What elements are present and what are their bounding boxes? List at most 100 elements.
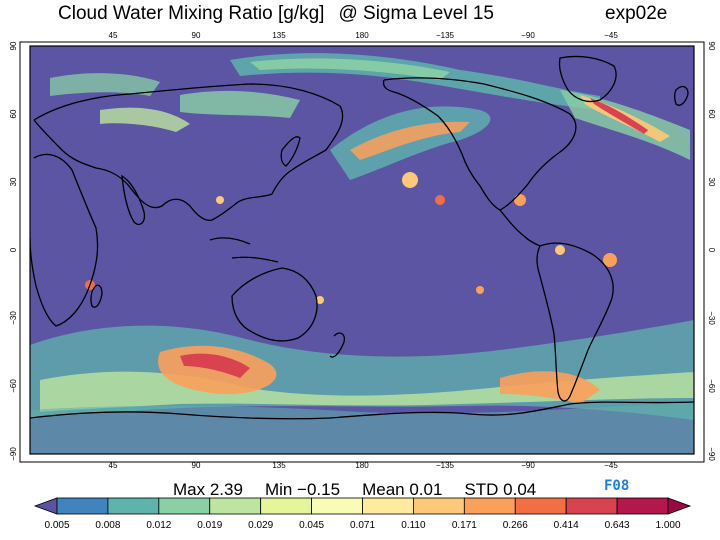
coastlines bbox=[30, 55, 694, 420]
south-pacific-max bbox=[180, 353, 250, 378]
lon-tick-label: 90 bbox=[192, 31, 201, 40]
lon-tick-label: 180 bbox=[355, 31, 369, 40]
colorbar-box bbox=[107, 497, 160, 515]
stat-mean: Mean 0.01 bbox=[362, 480, 443, 499]
colorbar-box bbox=[616, 497, 669, 515]
colorbar-label: 0.012 bbox=[146, 520, 171, 531]
cloud-fields bbox=[30, 53, 694, 454]
arctic-cloud-core bbox=[250, 58, 450, 80]
tropical-cloud bbox=[555, 245, 565, 255]
new-zealand-coast bbox=[329, 332, 346, 358]
title-text: Cloud Water Mixing Ratio [g/kg] bbox=[58, 3, 325, 24]
colorbar-label: 0.110 bbox=[401, 520, 426, 531]
colorbar-box bbox=[362, 497, 414, 515]
indonesia-coast bbox=[209, 237, 279, 263]
colorbar-label: 0.414 bbox=[554, 520, 579, 531]
colorbar-box bbox=[311, 497, 363, 515]
antarctica-coast bbox=[30, 401, 694, 420]
colorbar-label: 0.045 bbox=[299, 520, 324, 531]
lon-labels-bottom: 45 90 135 180 −135 −90 −45 bbox=[109, 461, 619, 470]
colorbar-box bbox=[209, 497, 262, 515]
map-title: Cloud Water Mixing Ratio [g/kg] @ Sigma L… bbox=[58, 3, 494, 25]
lon-tick-label: −135 bbox=[436, 461, 455, 470]
lon-tick-label: 90 bbox=[192, 461, 201, 470]
siberia-cloud-patch bbox=[100, 107, 190, 132]
africa-coast bbox=[30, 153, 99, 327]
north-america-coast bbox=[382, 77, 577, 211]
experiment-label: exp02e bbox=[605, 3, 668, 24]
central-america-coast bbox=[499, 209, 541, 247]
lon-tick-label: −45 bbox=[604, 461, 618, 470]
india-coast bbox=[121, 174, 146, 226]
colorbar-over-triangle bbox=[667, 497, 692, 515]
colorbar-box bbox=[463, 497, 516, 515]
colorbar-boxes bbox=[33, 497, 692, 515]
colorbar-label: 0.071 bbox=[350, 520, 375, 531]
lat-tick-label: 60 bbox=[707, 110, 716, 119]
colorbar-box bbox=[565, 497, 618, 515]
lat-tick-label: 30 bbox=[9, 177, 18, 186]
south-america-coast bbox=[536, 242, 614, 402]
colorbar-box bbox=[260, 497, 312, 515]
lat-labels-right: 90 60 30 0 −30 −60 −90 bbox=[707, 42, 716, 462]
lat-tick-label: 30 bbox=[707, 178, 716, 187]
lat-tick-label: −30 bbox=[9, 311, 18, 325]
map-panel: 45 90 135 180 −135 −90 −45 45 90 135 180… bbox=[9, 31, 716, 470]
south-atlantic-core bbox=[500, 371, 600, 404]
colorbar-box bbox=[158, 497, 211, 515]
lat-tick-label: 0 bbox=[707, 248, 716, 253]
australia-coast bbox=[231, 267, 318, 342]
colorbar-labels: 0.005 0.008 0.012 0.019 0.029 0.045 0.071 0.110… bbox=[44, 520, 680, 531]
lon-tick-label: −135 bbox=[436, 31, 455, 40]
greenland-coast bbox=[558, 55, 617, 103]
stat-std: STD 0.04 bbox=[464, 480, 537, 499]
map-frame-inner bbox=[29, 45, 695, 455]
lon-labels-top: 45 90 135 180 −135 −90 −45 bbox=[109, 31, 619, 40]
uk-coast bbox=[673, 85, 689, 106]
lon-tick-label: −90 bbox=[521, 31, 535, 40]
colorbar-label: 0.643 bbox=[605, 520, 630, 531]
lat-tick-label: −30 bbox=[707, 311, 716, 325]
lat-tick-label: −60 bbox=[9, 379, 18, 393]
tropical-cloud bbox=[316, 296, 324, 304]
colorbar-label: 0.029 bbox=[248, 520, 273, 531]
tropical-cloud bbox=[216, 196, 224, 204]
colorbar-label: 0.005 bbox=[44, 520, 69, 531]
colorbar: 0.005 0.008 0.012 0.019 0.029 0.045 0.071 0.110… bbox=[33, 497, 692, 531]
lat-tick-label: −90 bbox=[9, 447, 18, 461]
japan-coast bbox=[280, 136, 301, 167]
tropical-cloud bbox=[603, 253, 617, 267]
sigma-level: @ Sigma Level 15 bbox=[338, 3, 495, 24]
colorbar-box bbox=[413, 497, 465, 515]
field-statistics: Max 2.39 Min −0.15 Mean 0.01 STD 0.04 bbox=[173, 480, 536, 500]
lat-tick-label: −90 bbox=[707, 447, 716, 461]
lon-tick-label: 45 bbox=[109, 461, 118, 470]
colorbar-label: 0.171 bbox=[452, 520, 477, 531]
eurasia-coast bbox=[33, 83, 344, 221]
lon-tick-label: 180 bbox=[355, 461, 369, 470]
lat-tick-label: 90 bbox=[9, 41, 18, 50]
lat-tick-label: 0 bbox=[9, 247, 18, 252]
colorbar-label: 0.008 bbox=[95, 520, 120, 531]
colorbar-box bbox=[56, 497, 109, 515]
north-pacific-core bbox=[350, 121, 470, 160]
lon-tick-label: 135 bbox=[272, 31, 286, 40]
colorbar-label: 0.019 bbox=[197, 520, 222, 531]
forecast-hour-badge: F08 bbox=[604, 478, 630, 494]
north-atlantic-max bbox=[590, 98, 648, 134]
colorbar-label: 1.000 bbox=[655, 520, 680, 531]
lon-tick-label: −45 bbox=[604, 31, 618, 40]
stat-min: Min −0.15 bbox=[264, 480, 341, 499]
madagascar-coast bbox=[90, 284, 103, 308]
lon-tick-label: 135 bbox=[272, 461, 286, 470]
tropical-cloud bbox=[435, 195, 445, 205]
tropical-cloud bbox=[514, 194, 526, 206]
colorbar-label: 0.266 bbox=[503, 520, 528, 531]
lon-tick-label: −90 bbox=[521, 461, 535, 470]
lat-tick-label: −60 bbox=[707, 379, 716, 393]
lat-tick-label: 60 bbox=[9, 109, 18, 118]
tropical-cloud bbox=[402, 172, 418, 188]
asia-cloud-patch bbox=[180, 90, 300, 118]
lat-labels-left: 90 60 30 0 −30 −60 −90 bbox=[9, 41, 18, 461]
europe-cloud-patch bbox=[50, 73, 160, 96]
